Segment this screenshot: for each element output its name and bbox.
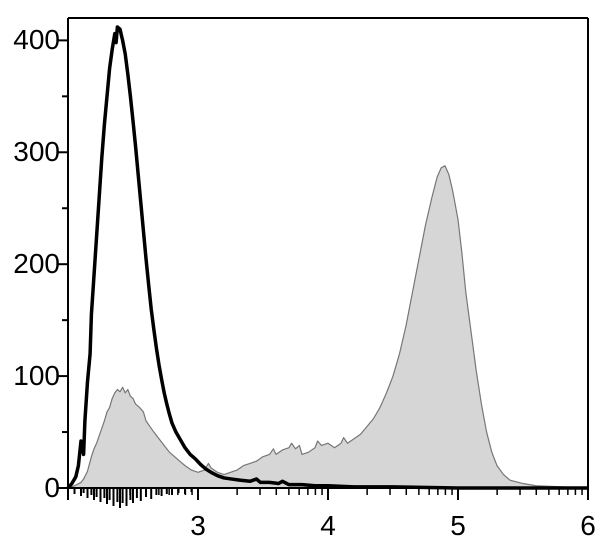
x-tick-label: 3 — [190, 510, 206, 542]
y-tick-label: 0 — [44, 472, 60, 504]
y-tick-label: 100 — [13, 360, 60, 392]
x-tick-label: 5 — [450, 510, 466, 542]
chart-svg — [0, 0, 608, 545]
x-tick-label: 4 — [320, 510, 336, 542]
y-tick-label: 400 — [13, 24, 60, 56]
flow-cytometry-histogram: 0 100 200 300 400 3 4 5 6 — [0, 0, 608, 545]
x-tick-label: 6 — [580, 510, 596, 542]
y-tick-label: 200 — [13, 248, 60, 280]
y-tick-label: 300 — [13, 136, 60, 168]
